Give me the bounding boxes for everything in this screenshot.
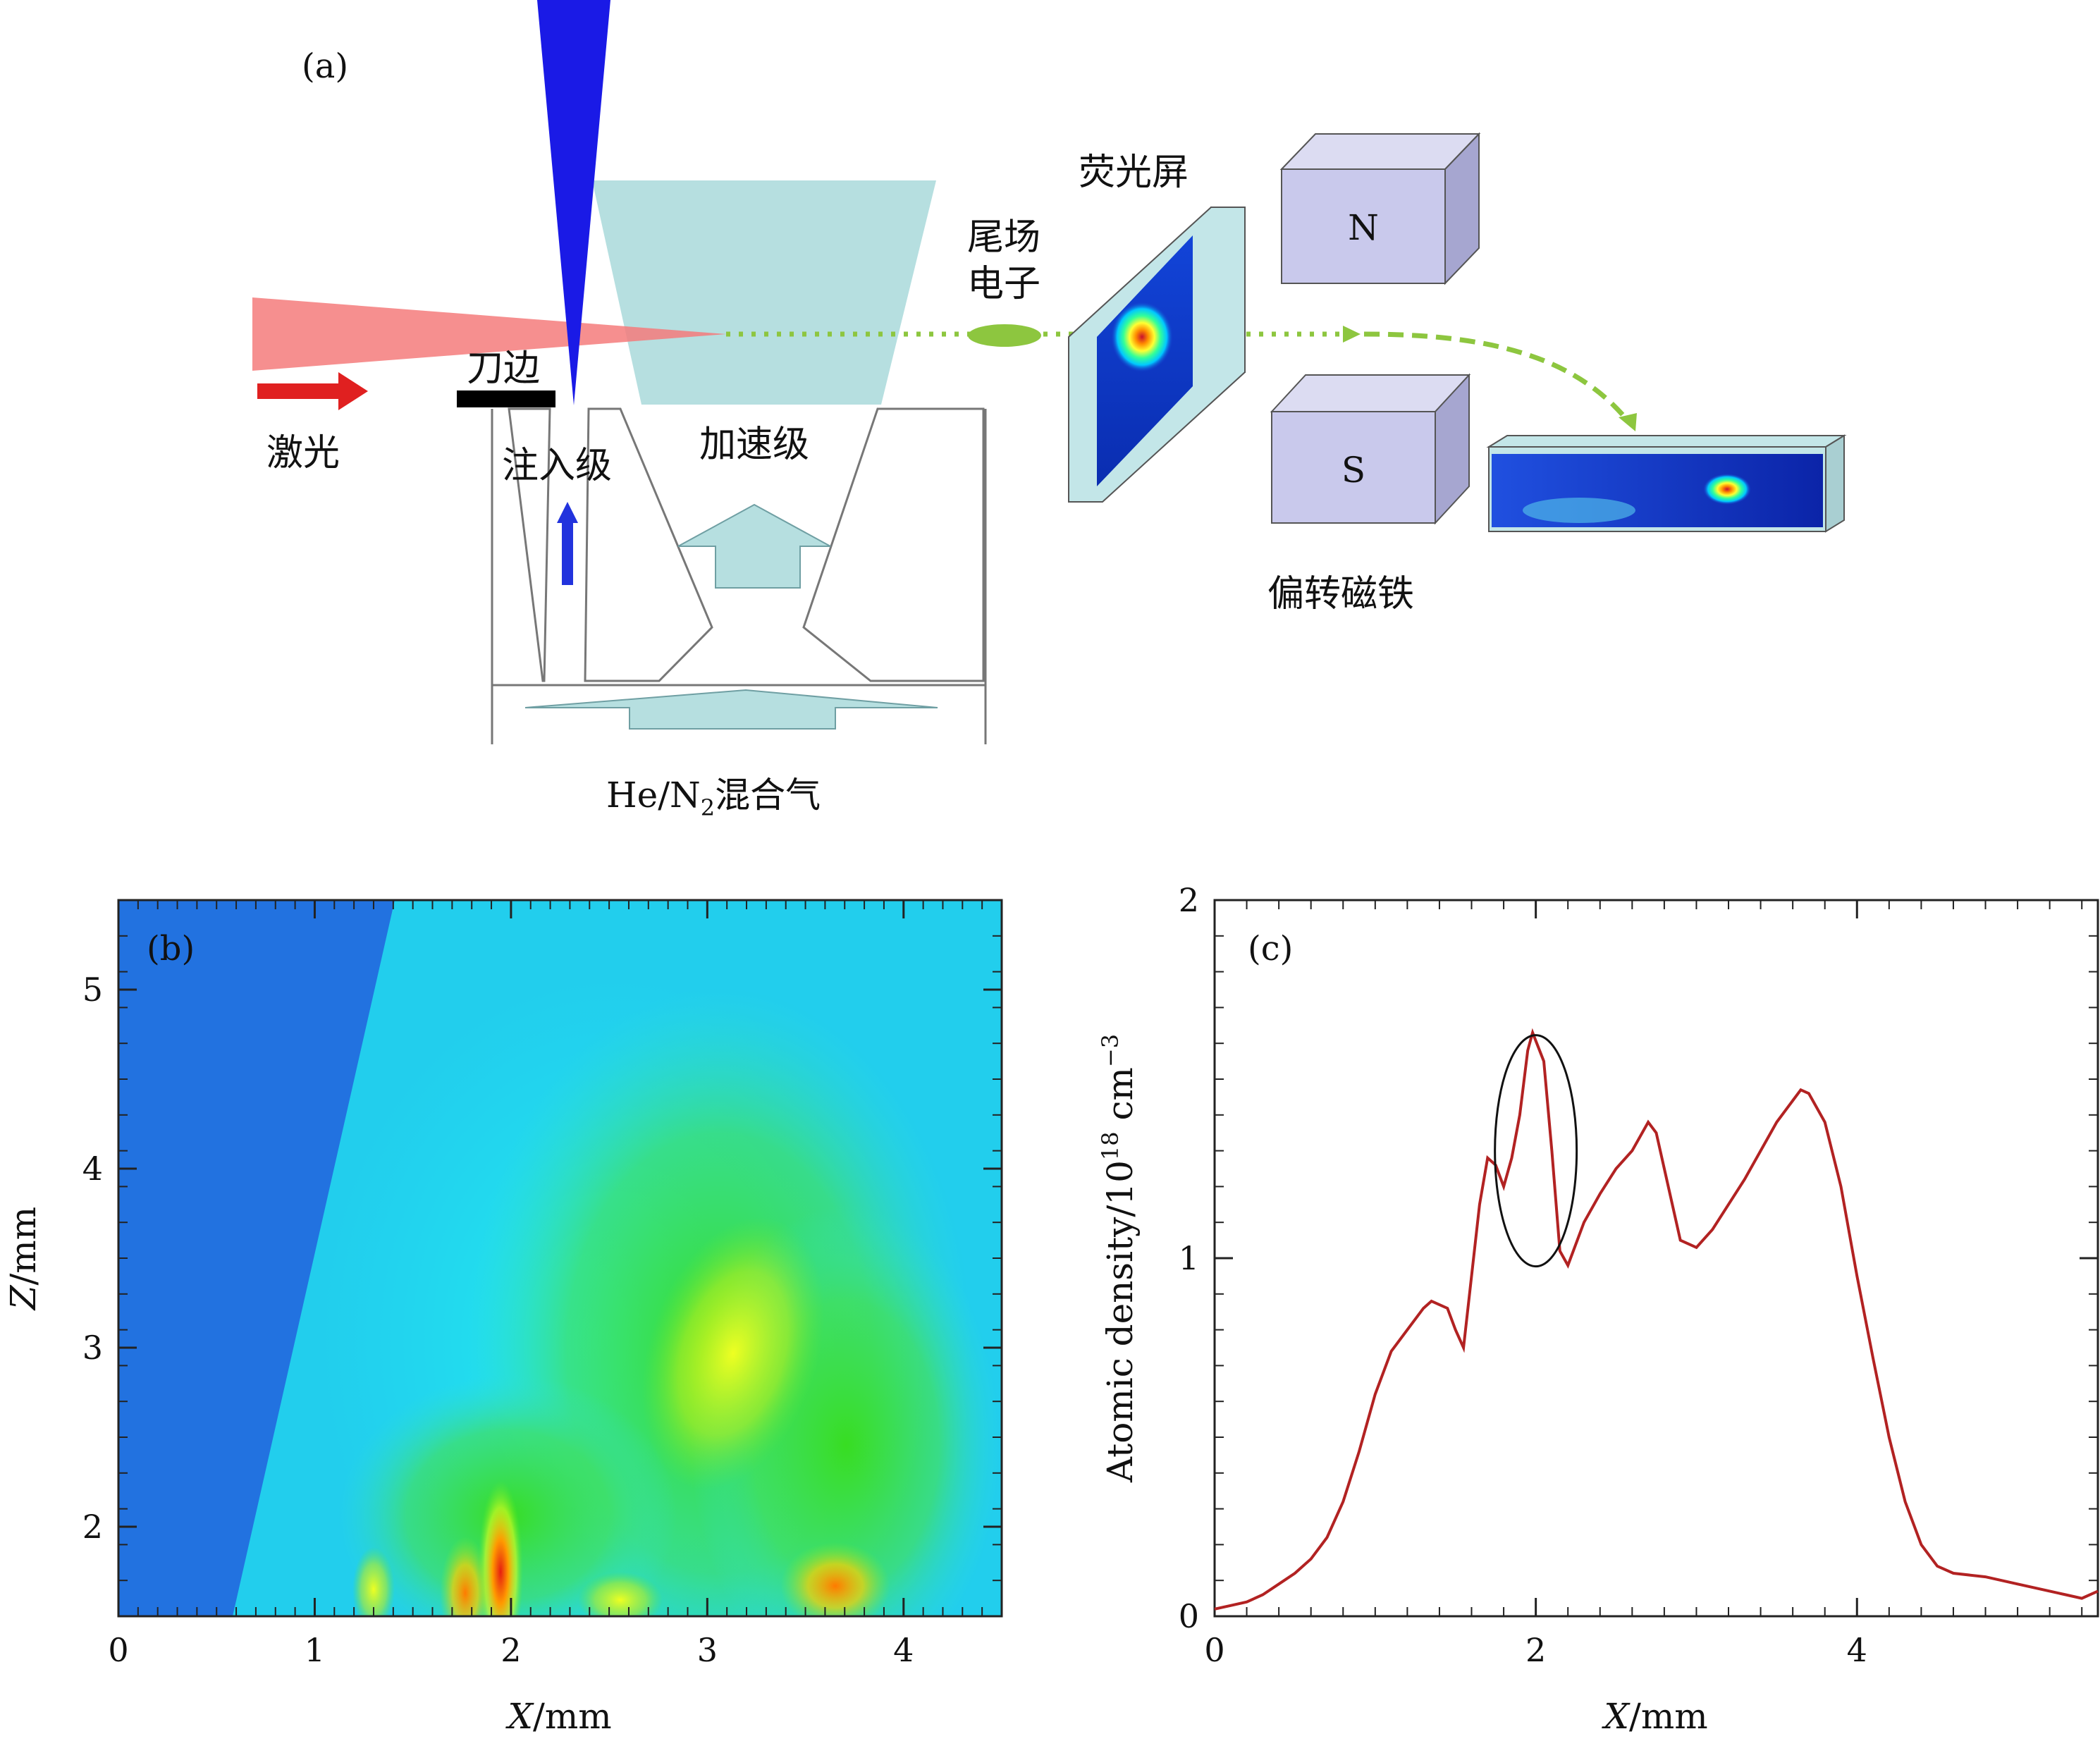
y-tick-label: 4: [82, 1150, 103, 1188]
laser-direction-arrow: [257, 372, 368, 410]
magnet-label: 偏转磁铁: [1267, 573, 1414, 615]
panel-b-label: (b): [147, 929, 195, 968]
panel-c-label: (c): [1248, 929, 1293, 968]
wake-electron-label-1: 尾场: [967, 216, 1040, 259]
probe-beam: [537, 0, 610, 405]
plasma-cone: [592, 180, 936, 405]
heatmap-image: [118, 900, 1002, 1616]
panel-c: (c) 0 2 4 0 1 2 X/mm Atomic density/1018 cm−3: [1097, 881, 2099, 1737]
gas-flow-arrow: [524, 689, 938, 730]
y-tick-label: 3: [82, 1329, 103, 1367]
x-tick-label: 4: [893, 1631, 914, 1669]
y-tick-label: 0: [1179, 1597, 1199, 1635]
y-tick-label: 1: [1179, 1239, 1199, 1277]
laser-label: 激光: [266, 432, 340, 474]
wake-electron-label-2: 电子: [967, 263, 1040, 305]
x-tick-label: 1: [305, 1631, 325, 1669]
panel-b: (b) 0 1 2 3 4 2 3 4 5 X/mm Z/mm: [3, 899, 1003, 1737]
svg-text:N: N: [1348, 207, 1379, 248]
heatmap-axes: 0 1 2 3 4 2 3 4 5: [82, 899, 1002, 1669]
x-tick-label: 2: [501, 1631, 521, 1669]
screen-label: 荧光屏: [1079, 152, 1189, 194]
wake-electron-bunch: [968, 324, 1041, 347]
detector-strip: [1486, 434, 1847, 533]
x-tick-label: 4: [1847, 1631, 1867, 1669]
panel-a: (a) 激光 刀边: [252, 0, 1847, 821]
knife-edge-label: 刀边: [467, 347, 540, 390]
heatmap-x-axis-title: X/mm: [505, 1696, 611, 1737]
y-tick-label: 5: [82, 971, 103, 1009]
svg-text:S: S: [1341, 450, 1365, 491]
line-chart-y-axis-title: Atomic density/1018 cm−3: [1097, 1034, 1141, 1483]
acceleration-flow-arrow: [677, 503, 831, 589]
x-tick-label: 0: [108, 1631, 128, 1669]
y-tick-label: 2: [82, 1508, 103, 1546]
line-chart-axes: 0 2 4 0 1 2: [1179, 881, 2098, 1669]
panel-a-label: (a): [302, 47, 348, 86]
gas-mixture-label: He/N2混合气: [606, 775, 821, 821]
y-tick-label: 2: [1179, 881, 1199, 919]
density-series-line: [1214, 1028, 2099, 1611]
deflected-path: [1363, 331, 1631, 424]
line-chart-x-axis-title: X/mm: [1601, 1696, 1707, 1737]
acceleration-stage-label: 加速级: [699, 424, 809, 466]
x-tick-label: 2: [1525, 1631, 1546, 1669]
x-tick-label: 3: [697, 1631, 718, 1669]
heatmap-y-axis-title: Z/mm: [3, 1207, 44, 1311]
injection-flow-arrow: [557, 502, 578, 585]
peak-annotation-ellipse: [1494, 1034, 1578, 1268]
injection-stage-label: 注入级: [502, 445, 612, 487]
laser-beam: [252, 297, 726, 371]
gas-cell: [491, 407, 987, 744]
x-tick-label: 0: [1204, 1631, 1224, 1669]
fluorescent-screen: [1068, 207, 1246, 503]
magnet-n: N: [1279, 132, 1481, 285]
line-chart-frame: [1213, 899, 2099, 1618]
magnet-s: S: [1270, 373, 1471, 525]
knife-edge: [457, 390, 555, 407]
